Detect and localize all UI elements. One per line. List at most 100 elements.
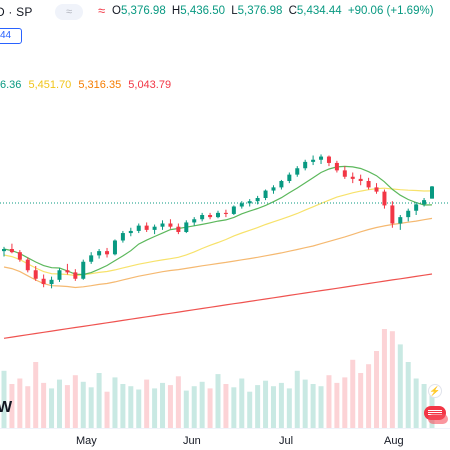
candle-body[interactable] — [326, 156, 331, 163]
candle-body[interactable] — [97, 251, 102, 256]
volume-bar — [183, 390, 189, 428]
volume-bar — [223, 384, 229, 428]
volume-bar — [302, 379, 308, 428]
candle-body[interactable] — [287, 174, 292, 181]
candle-body[interactable] — [311, 159, 316, 162]
volume-bar — [25, 386, 31, 428]
lightning-icon[interactable]: ⚡ — [428, 384, 442, 398]
candle-body[interactable] — [334, 162, 339, 171]
candle-body[interactable] — [216, 212, 220, 218]
volume-bar — [231, 387, 237, 428]
candle-body[interactable] — [33, 270, 38, 279]
candle-body[interactable] — [231, 206, 236, 214]
symbol-badge[interactable]: ≈ — [55, 4, 83, 20]
candle-body[interactable] — [247, 201, 252, 204]
candle-body[interactable] — [112, 240, 117, 255]
candle-body[interactable] — [430, 186, 434, 199]
value-chip[interactable]: 44 — [0, 28, 22, 44]
volume-bar — [350, 359, 356, 428]
candle-body[interactable] — [200, 215, 205, 220]
candle-body[interactable] — [128, 230, 133, 234]
candle-body[interactable] — [271, 187, 276, 191]
candle-body[interactable] — [422, 200, 427, 205]
open-label: O — [112, 5, 121, 17]
candle-body[interactable] — [49, 279, 54, 285]
candle-body[interactable] — [25, 259, 30, 271]
candle-body[interactable] — [9, 249, 14, 253]
volume-bar — [80, 381, 86, 428]
low-label: L — [231, 5, 238, 17]
time-label: Jun — [183, 435, 201, 447]
volume-bar — [112, 377, 118, 428]
candle-body[interactable] — [208, 215, 213, 218]
volume-bar — [17, 378, 23, 428]
volume-bar — [278, 382, 284, 428]
candle-body[interactable] — [65, 270, 70, 273]
candle-body[interactable] — [184, 222, 189, 232]
volume-bar — [318, 386, 324, 428]
candle-body[interactable] — [144, 225, 149, 230]
candle-body[interactable] — [279, 181, 284, 188]
close-label: C — [288, 5, 297, 17]
candle-body[interactable] — [382, 191, 387, 206]
change-value: +90.06 (+1.69%) — [347, 5, 434, 17]
candle-body[interactable] — [303, 161, 308, 169]
candle-body[interactable] — [120, 233, 125, 241]
candle-body[interactable] — [350, 176, 355, 179]
open-value: 5,376.98 — [120, 5, 166, 17]
wave-icon: ≈ — [98, 3, 106, 18]
ohlc-readout: O5,376.98 H5,436.50 L5,376.98 C5,434.44 … — [112, 5, 437, 17]
candle-body[interactable] — [263, 190, 268, 198]
candle-body[interactable] — [41, 278, 46, 285]
candle-body[interactable] — [17, 252, 22, 260]
volume-bar — [366, 364, 372, 428]
volume-bar — [255, 385, 261, 428]
candle-body[interactable] — [414, 204, 419, 211]
volume-bar — [413, 378, 419, 428]
candle-body[interactable] — [374, 187, 379, 192]
time-axis[interactable]: May Jun Jul Aug — [0, 428, 450, 450]
candle-body[interactable] — [406, 210, 411, 218]
candle-body[interactable] — [105, 251, 110, 255]
candle-body[interactable] — [398, 217, 403, 224]
volume-bar — [358, 373, 364, 428]
candle-body[interactable] — [366, 181, 371, 188]
candle-body[interactable] — [192, 219, 197, 223]
volume-bar — [152, 388, 158, 428]
volume-bar — [33, 362, 39, 428]
candle-body[interactable] — [223, 212, 228, 214]
ma-value: 5,451.70 — [28, 79, 72, 91]
volume-bar — [167, 385, 173, 428]
volume-bar — [421, 384, 427, 428]
price-chart[interactable] — [0, 0, 450, 428]
candle-body[interactable] — [358, 178, 363, 181]
candle-body[interactable] — [255, 198, 260, 202]
volume-bar — [175, 376, 181, 428]
volume-bar — [104, 391, 110, 428]
candle-body[interactable] — [73, 272, 78, 279]
volume-bar — [96, 373, 102, 428]
candle-body[interactable] — [319, 156, 324, 160]
candle-body[interactable] — [390, 205, 395, 224]
candle-body[interactable] — [57, 270, 62, 280]
us-flag-icon[interactable] — [428, 414, 448, 424]
candle-body[interactable] — [2, 249, 6, 252]
candle-body[interactable] — [239, 203, 244, 207]
volume-bar — [64, 385, 70, 428]
volume-bar — [120, 384, 126, 428]
candle-body[interactable] — [136, 225, 141, 231]
candle-body[interactable] — [160, 223, 165, 227]
candle-body[interactable] — [295, 168, 300, 175]
candle-body[interactable] — [342, 170, 347, 177]
candle-body[interactable] — [89, 255, 94, 262]
volume-bar — [41, 382, 47, 428]
symbol-name[interactable]: D · SP — [0, 5, 33, 19]
candle-body[interactable] — [152, 226, 157, 230]
volume-bar — [397, 344, 403, 428]
volume-bar — [334, 382, 340, 428]
candle-body[interactable] — [168, 223, 173, 227]
candles — [2, 154, 434, 289]
candle-body[interactable] — [176, 226, 181, 232]
candle-body[interactable] — [81, 261, 86, 279]
volume-bar — [326, 375, 332, 428]
